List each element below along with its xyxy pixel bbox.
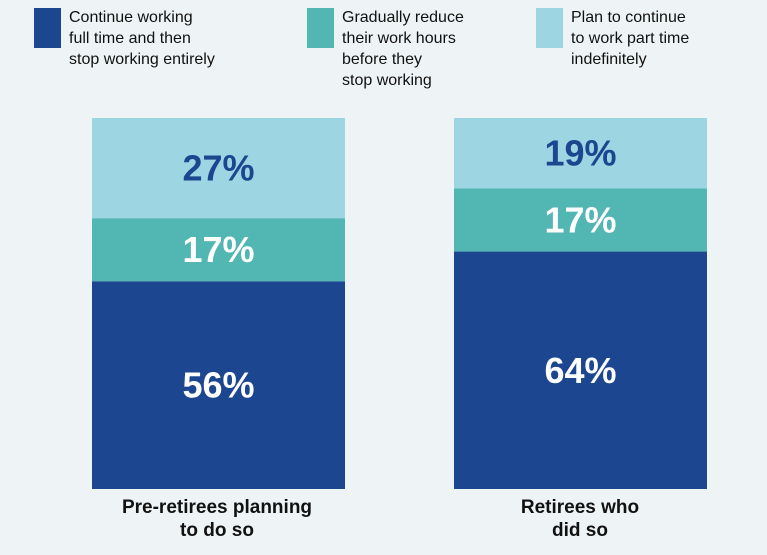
- legend-label-part-time: Plan to continue to work part time indef…: [571, 9, 690, 68]
- legend-swatch-full-time: [34, 8, 61, 48]
- legend-label-gradually-reduce: Gradually reduce their work hours before…: [342, 9, 464, 89]
- data-label-pre-retirees-gradually-reduce: 17%: [182, 229, 254, 270]
- chart-legend: Continue working full time and then stop…: [0, 0, 767, 100]
- bar-segment-retirees-gradually-reduce: [454, 188, 707, 252]
- bar-segment-retirees-part-time: [454, 118, 707, 189]
- data-label-pre-retirees-full-time: 56%: [182, 365, 254, 406]
- category-label-pre-retirees: Pre-retirees planning to do so: [121, 497, 313, 541]
- bar-segment-pre-retirees-full-time: [92, 281, 345, 489]
- bar-segment-pre-retirees-gradually-reduce: [92, 218, 345, 282]
- legend-swatch-part-time: [536, 8, 563, 48]
- data-label-retirees-gradually-reduce: 17%: [544, 200, 616, 241]
- legend-label-full-time: Continue working full time and then stop…: [69, 9, 215, 68]
- legend-swatch-gradually-reduce: [307, 8, 334, 48]
- data-label-retirees-full-time: 64%: [544, 350, 616, 391]
- data-label-retirees-part-time: 19%: [544, 133, 616, 174]
- bar-segment-retirees-full-time: [454, 251, 707, 489]
- category-label-retirees: Retirees who did so: [520, 497, 640, 541]
- data-label-pre-retirees-part-time: 27%: [182, 148, 254, 189]
- bar-segment-pre-retirees-part-time: [92, 118, 345, 219]
